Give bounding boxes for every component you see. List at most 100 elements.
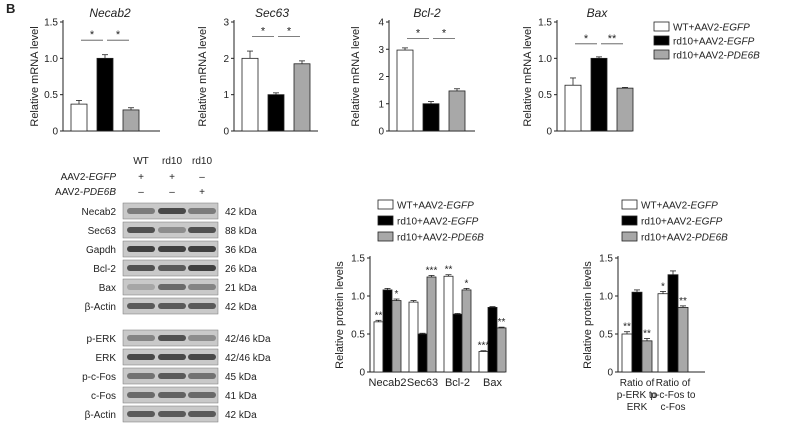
blot-band [127,411,155,417]
treatment-label: AAV2-PDE6B [55,187,116,198]
protein-size: 45 kDa [225,372,257,383]
blot-band [127,354,155,360]
x-tick-label: Bcl-2 [445,377,470,389]
protein-size: 42 kDa [225,410,257,421]
treatment-sign: + [138,172,144,183]
significance-label: * [90,29,95,41]
bar-0 [408,301,419,373]
y-tick-label: 1.0 [599,292,613,303]
y-tick-label: 0.5 [44,90,58,101]
bar-2 [641,340,653,373]
blot-band [127,227,155,233]
treatment-sign: + [169,172,175,183]
chart-1: 0 1 2 3 Relative mRNA level Sec63 * * [197,6,318,138]
legend-swatch [621,199,638,210]
legend-swatch [653,21,670,32]
treatment-label: AAV2-EGFP [61,172,117,183]
y-tick-label: 0.5 [538,90,552,101]
protein-label: p-c-Fos [82,372,116,383]
significance-label: * [584,33,589,45]
bar-0 [443,275,454,373]
legend-label: rd10+AAV2-PDE6B [397,233,484,244]
x-tick-label: ERK [627,402,648,413]
blot-band [188,354,216,360]
bar-1 [452,313,463,373]
bar-2 [448,90,466,132]
bar-1 [96,57,114,132]
significance-label: * [116,29,121,41]
protein-size: 21 kDa [225,283,257,294]
legend-swatch [377,199,394,210]
legend-label: rd10+AAV2-PDE6B [641,233,728,244]
significance-label: ** [375,310,383,321]
blot-2: p-ERK 42/46 kDa ERK 42/46 kDa p-c-Fos 45 kDa c… [82,329,271,423]
bar-2 [461,289,472,373]
blot-band [127,265,155,271]
bar-2 [677,306,689,373]
protein-size: 42 kDa [225,207,257,218]
bar-1 [667,274,679,373]
protein-label: β-Actin [85,302,116,313]
x-tick-label: c-Fos [661,402,686,413]
bar-1 [417,333,428,373]
blot-band [158,411,186,417]
chart-title: Necab2 [89,6,131,20]
protein-label: p-ERK [87,334,117,345]
bar-1 [382,289,393,373]
legend-swatch [377,231,394,242]
x-tick-label: Bax [483,377,502,389]
bar-2 [391,300,402,373]
treatment-sign: – [169,187,175,198]
x-tick-label: Ratio of [656,378,691,389]
significance-label: * [261,26,266,38]
bar-0 [657,293,669,373]
protein-size: 88 kDa [225,226,257,237]
blot-band [158,246,186,252]
lane-label: rd10 [162,156,182,167]
x-tick-label: Necab2 [369,377,407,389]
blot-band [127,335,155,341]
lane-label: rd10 [192,156,212,167]
bar-0 [70,103,88,132]
blot-band [188,303,216,309]
y-tick-label: 3 [223,18,229,29]
bar-0 [373,321,384,373]
lane-label: WT [133,156,149,167]
bar-2 [426,276,437,373]
x-tick-label: Sec63 [407,377,438,389]
blot-band [158,354,186,360]
protein-label: Sec63 [88,226,117,237]
y-tick-label: 0 [223,127,229,138]
y-tick-label: 0 [546,127,552,138]
treatment-sign: – [138,187,144,198]
y-tick-label: 3 [378,45,384,56]
significance-label: ** [643,329,651,340]
legend-label: rd10+AAV2-EGFP [673,37,755,48]
bar-2 [122,109,140,132]
y-tick-label: 1.5 [351,254,365,265]
y-axis-label: Relative protein levels [582,261,594,369]
bar-2 [293,63,311,132]
significance-label: * [465,278,469,289]
blot-band [188,227,216,233]
chart-title: Bax [587,6,609,20]
legend-protein: WT+AAV2-EGFP rd10+AAV2-EGFP rd10+AAV2-PDE6… [377,199,484,244]
y-tick-label: 0.5 [599,330,613,341]
blot-band [158,303,186,309]
y-tick-label: 0.5 [351,330,365,341]
protein-size: 26 kDa [225,264,257,275]
y-tick-label: 1.0 [44,54,58,65]
y-tick-label: 4 [378,18,384,29]
blot-band [188,335,216,341]
significance-label: * [395,289,399,300]
legend-label: WT+AAV2-EGFP [397,201,474,212]
legend-ratio: WT+AAV2-EGFP rd10+AAV2-EGFP rd10+AAV2-PDE6… [621,199,728,244]
significance-label: *** [478,341,490,352]
protein-label: Bax [99,283,116,294]
treatment-sign: + [199,187,205,198]
blot-band [127,246,155,252]
protein-label: Necab2 [82,207,117,218]
protein-label: Gapdh [86,245,116,256]
